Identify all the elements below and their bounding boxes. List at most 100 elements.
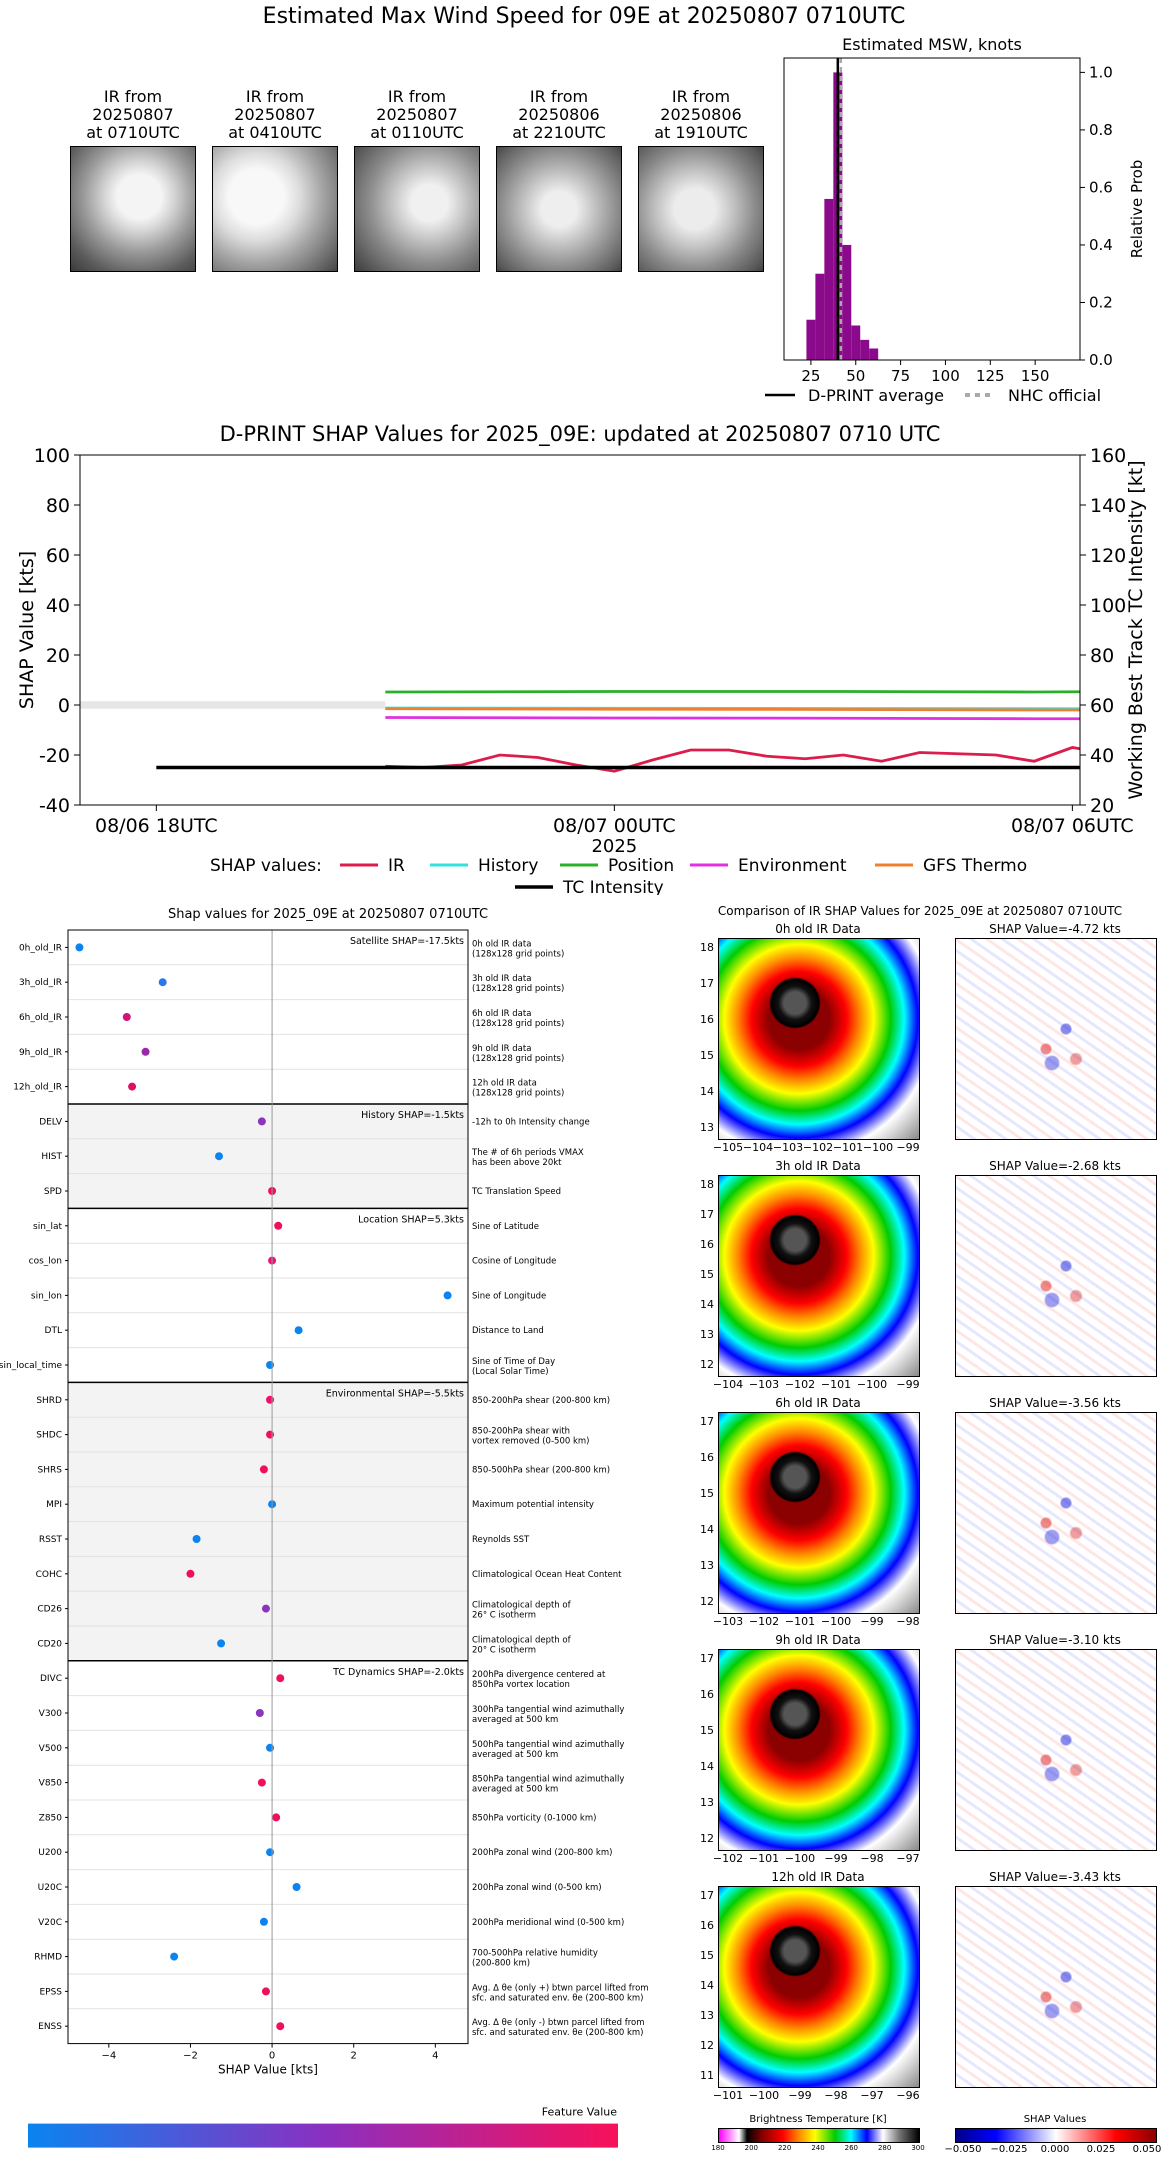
thumbnail-caption: IR from 20250807 at 0410UTC bbox=[192, 88, 358, 142]
timeseries-ytick-label: 40 bbox=[46, 595, 70, 617]
group-label: Environmental SHAP=-5.5kts bbox=[326, 1388, 464, 1399]
feature-shap-point bbox=[75, 943, 84, 952]
feature-description: (128x128 grid points) bbox=[472, 1054, 564, 1064]
thumbnail-caption: IR from 20250807 at 0110UTC bbox=[334, 88, 500, 142]
feature-name: EPSS bbox=[39, 1987, 62, 1997]
feature-name: DELV bbox=[39, 1117, 63, 1127]
feature-name: COHC bbox=[36, 1570, 62, 1580]
ir-xtick-label: −99 bbox=[824, 1852, 848, 1865]
ir-ytick-label: 13 bbox=[700, 1328, 714, 1341]
feature-description: 200hPa meridional wind (0-500 km) bbox=[472, 1918, 624, 1928]
ir-xtick-label: −100 bbox=[856, 1378, 888, 1391]
legend-label: IR bbox=[388, 856, 405, 876]
feature-description: 200hPa divergence centered at bbox=[472, 1670, 606, 1680]
ir-xtick-label: −99 bbox=[788, 2089, 812, 2102]
ir-thumbnail-image bbox=[212, 146, 338, 272]
feature-name: U20C bbox=[38, 1883, 62, 1893]
feature-shap-point bbox=[170, 1952, 179, 1961]
feature-description: 850hPa tangential wind azimuthally bbox=[472, 1775, 624, 1785]
feature-name: sin_lon bbox=[31, 1291, 62, 1301]
thumbnail-caption-line: at 0710UTC bbox=[86, 123, 180, 142]
thumbnail-caption-line: 20250806 bbox=[660, 105, 742, 124]
timeseries-ylabel: SHAP Value [kts] bbox=[16, 551, 38, 709]
ir-ytick-label: 16 bbox=[700, 1919, 714, 1932]
feature-shap-point bbox=[192, 1535, 201, 1543]
main-title: Estimated Max Wind Speed for 09E at 2025… bbox=[262, 4, 906, 29]
feature-description: averaged at 500 km bbox=[472, 1785, 558, 1795]
bt-colorbar-tick: 220 bbox=[777, 2144, 792, 2152]
feature-description: 850-200hPa shear with bbox=[472, 1427, 570, 1437]
ir-thumbnail-image bbox=[354, 146, 480, 272]
feature-shap-point bbox=[292, 1883, 301, 1891]
ir-ytick-label: 16 bbox=[700, 1013, 714, 1026]
histogram-ytick-label: 0.6 bbox=[1089, 178, 1113, 196]
shap-panel-title: SHAP Value=-4.72 kts bbox=[989, 922, 1121, 936]
ir-xtick-label: −102 bbox=[712, 1852, 744, 1865]
ir-ytick-label: 13 bbox=[700, 2009, 714, 2022]
feature-shap-point bbox=[261, 1987, 270, 1996]
feature-description: Sine of Longitude bbox=[472, 1291, 546, 1301]
ir-ytick-label: 11 bbox=[700, 2069, 714, 2082]
feature-description: sfc. and saturated env. θe (200-800 km) bbox=[472, 2028, 644, 2038]
thumbnail-caption-line: 20250807 bbox=[92, 105, 174, 124]
feature-name: RSST bbox=[39, 1535, 63, 1545]
shap-timeseries-chart: D-PRINT SHAP Values for 2025_09E: update… bbox=[16, 422, 1147, 895]
timeseries-y2tick-label: 20 bbox=[1090, 795, 1114, 817]
feature-description: 0h old IR data bbox=[472, 939, 531, 949]
feature-name: SPD bbox=[44, 1187, 62, 1197]
shap-value-image bbox=[955, 938, 1157, 1140]
ir-panel-title: 6h old IR Data bbox=[775, 1396, 861, 1410]
ir-xtick-label: −99 bbox=[860, 1615, 884, 1628]
ir-xtick-label: −98 bbox=[896, 1615, 920, 1628]
ir-xtick-label: −101 bbox=[748, 1852, 780, 1865]
sv-colorbar-tick: −0.025 bbox=[990, 2144, 1028, 2155]
feature-description: Sine of Time of Day bbox=[472, 1357, 555, 1367]
feature-shap-point bbox=[217, 1639, 226, 1648]
feature-colorbar bbox=[28, 2123, 618, 2148]
ir-ytick-label: 13 bbox=[700, 1559, 714, 1572]
ir-ytick-label: 17 bbox=[700, 1208, 714, 1221]
shap-value-image bbox=[955, 1412, 1157, 1614]
histogram-bar bbox=[851, 325, 861, 360]
feature-shap-point bbox=[266, 1395, 275, 1404]
histogram-xtick-label: 150 bbox=[1021, 367, 1050, 385]
feature-description: averaged at 500 km bbox=[472, 1750, 558, 1760]
feature-shap-point bbox=[257, 1117, 266, 1126]
feature-name: 6h_old_IR bbox=[19, 1013, 62, 1023]
bt-colorbar-tick: 260 bbox=[844, 2144, 859, 2152]
feature-name: DIVC bbox=[40, 1674, 62, 1684]
feature-name: sin_local_time bbox=[0, 1361, 62, 1371]
feature-xtick-label: 4 bbox=[432, 2051, 438, 2062]
ir-ytick-label: 16 bbox=[700, 1238, 714, 1251]
thumbnail-caption-line: IR from bbox=[387, 87, 447, 106]
ir-xtick-label: −105 bbox=[712, 1141, 744, 1154]
ir-brightness-image bbox=[718, 1649, 920, 1851]
feature-name: CD20 bbox=[37, 1639, 62, 1649]
ir-ytick-label: 17 bbox=[700, 1889, 714, 1902]
thumbnail-caption-line: 20250807 bbox=[376, 105, 458, 124]
feature-description: Avg. Δ θe (only -) btwn parcel lifted fr… bbox=[472, 2018, 645, 2028]
legend-label: History bbox=[478, 856, 538, 876]
feature-name: RHMD bbox=[34, 1953, 62, 1963]
thumbnail-caption-line: at 2210UTC bbox=[512, 123, 606, 142]
thumbnail-caption-line: IR from bbox=[103, 87, 163, 106]
feature-name: ENSS bbox=[38, 2022, 62, 2032]
timeseries-ytick-label: 100 bbox=[34, 445, 70, 467]
feature-description: -12h to 0h Intensity change bbox=[472, 1117, 590, 1127]
ir-ytick-label: 14 bbox=[700, 1760, 714, 1773]
feature-description: (128x128 grid points) bbox=[472, 949, 564, 959]
timeseries-y2tick-label: 40 bbox=[1090, 745, 1114, 767]
feature-shap-point bbox=[266, 1848, 275, 1857]
histogram-xtick-label: 100 bbox=[931, 367, 960, 385]
ir-ytick-label: 17 bbox=[700, 1415, 714, 1428]
ir-xtick-label: −104 bbox=[712, 1378, 744, 1391]
timeseries-y2tick-label: 160 bbox=[1090, 445, 1126, 467]
ir-ytick-label: 15 bbox=[700, 1949, 714, 1962]
timeseries-frame bbox=[79, 454, 1081, 806]
legend-title: SHAP values: bbox=[210, 856, 322, 876]
bt-colorbar-tick: 200 bbox=[744, 2144, 759, 2152]
feature-description: 300hPa tangential wind azimuthally bbox=[472, 1705, 624, 1715]
ir-ytick-label: 13 bbox=[700, 1796, 714, 1809]
shap-panel-title: SHAP Value=-3.56 kts bbox=[989, 1396, 1121, 1410]
legend-dprint-label: D-PRINT average bbox=[808, 386, 944, 405]
